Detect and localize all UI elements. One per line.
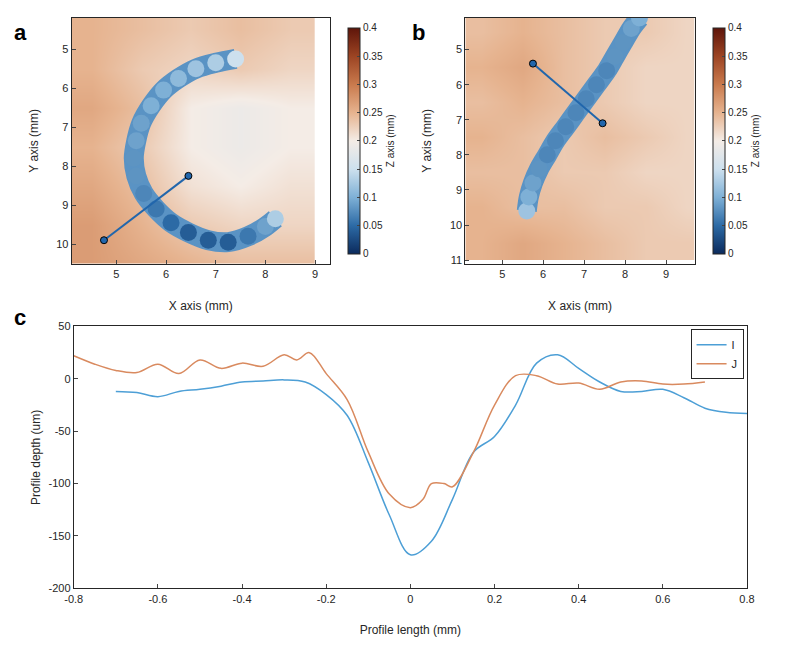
svg-text:Z axis (mm): Z axis (mm) (385, 114, 396, 167)
svg-text:6: 6 (456, 79, 462, 91)
svg-text:7: 7 (456, 114, 462, 126)
svg-text:0.05: 0.05 (363, 220, 383, 231)
svg-text:5: 5 (499, 268, 505, 280)
svg-text:J: J (732, 358, 738, 370)
svg-text:a: a (14, 20, 27, 45)
svg-text:-0.2: -0.2 (317, 593, 336, 605)
svg-text:-0.4: -0.4 (233, 593, 252, 605)
svg-text:0.15: 0.15 (363, 164, 383, 175)
svg-text:6: 6 (163, 268, 169, 280)
svg-text:Y axis (mm): Y axis (mm) (27, 109, 41, 173)
svg-text:7: 7 (213, 268, 219, 280)
svg-text:0.6: 0.6 (655, 593, 670, 605)
svg-text:X axis (mm): X axis (mm) (169, 299, 233, 313)
svg-text:9: 9 (312, 268, 318, 280)
svg-text:-0.6: -0.6 (148, 593, 167, 605)
svg-text:5: 5 (62, 43, 68, 55)
svg-text:9: 9 (62, 199, 68, 211)
svg-text:8: 8 (262, 268, 268, 280)
svg-text:0.4: 0.4 (363, 22, 377, 33)
svg-text:0: 0 (728, 248, 734, 259)
svg-text:Z axis (mm): Z axis (mm) (750, 114, 761, 167)
svg-text:7: 7 (581, 268, 587, 280)
svg-text:0: 0 (64, 373, 70, 385)
svg-text:9: 9 (456, 184, 462, 196)
svg-text:I: I (732, 339, 735, 351)
svg-text:0.3: 0.3 (728, 79, 742, 90)
svg-text:0: 0 (407, 593, 413, 605)
svg-text:-100: -100 (49, 477, 71, 489)
svg-text:10: 10 (450, 219, 462, 231)
svg-text:9: 9 (663, 268, 669, 280)
svg-text:0.25: 0.25 (363, 107, 383, 118)
svg-text:Profile length (mm): Profile length (mm) (360, 623, 461, 637)
svg-text:0.25: 0.25 (728, 107, 748, 118)
svg-text:0.3: 0.3 (363, 79, 377, 90)
svg-text:0.2: 0.2 (728, 135, 742, 146)
svg-text:-200: -200 (49, 582, 71, 594)
svg-text:b: b (412, 20, 425, 45)
svg-text:5: 5 (456, 43, 462, 55)
svg-text:6: 6 (62, 82, 68, 94)
svg-text:0.1: 0.1 (728, 192, 742, 203)
svg-text:0.4: 0.4 (728, 22, 742, 33)
svg-text:0.05: 0.05 (728, 220, 748, 231)
svg-text:11: 11 (451, 254, 462, 266)
svg-text:Y axis (mm): Y axis (mm) (420, 109, 434, 173)
svg-text:8: 8 (62, 160, 68, 172)
svg-text:0.15: 0.15 (728, 164, 748, 175)
svg-text:0.35: 0.35 (363, 51, 383, 62)
svg-text:Profile depth (um): Profile depth (um) (29, 410, 43, 505)
svg-text:0.1: 0.1 (363, 192, 377, 203)
svg-text:50: 50 (58, 320, 70, 332)
svg-text:6: 6 (540, 268, 546, 280)
svg-text:0.8: 0.8 (739, 593, 754, 605)
svg-text:c: c (14, 305, 26, 330)
svg-text:7: 7 (62, 121, 68, 133)
svg-text:0.35: 0.35 (728, 51, 748, 62)
svg-text:0.2: 0.2 (363, 135, 377, 146)
svg-text:X axis (mm): X axis (mm) (548, 299, 612, 313)
svg-text:0.2: 0.2 (487, 593, 502, 605)
svg-text:0.4: 0.4 (571, 593, 586, 605)
svg-text:5: 5 (113, 268, 119, 280)
svg-text:8: 8 (456, 149, 462, 161)
svg-text:-0.8: -0.8 (64, 593, 83, 605)
svg-text:10: 10 (56, 238, 68, 250)
svg-text:-50: -50 (55, 425, 71, 437)
svg-text:0: 0 (363, 248, 369, 259)
svg-text:8: 8 (622, 268, 628, 280)
svg-text:-150: -150 (49, 530, 71, 542)
